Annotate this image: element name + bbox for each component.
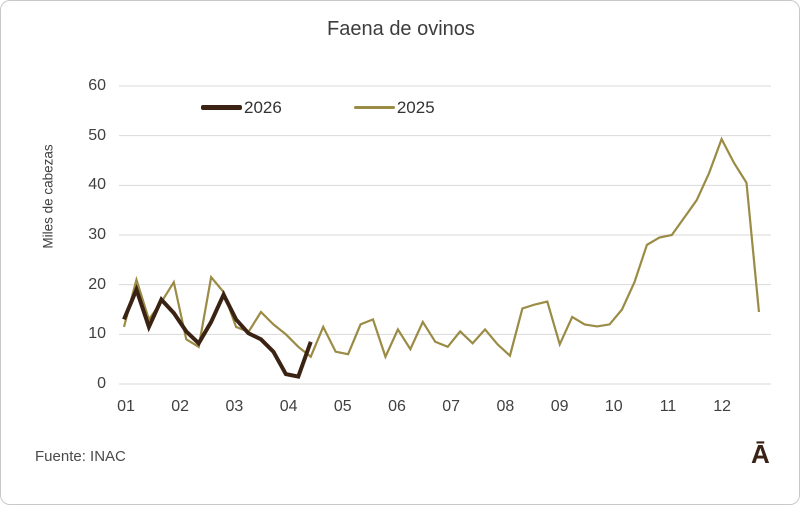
legend-label-2025: 2025 bbox=[396, 98, 435, 117]
legend-item-2025: 2025 bbox=[353, 98, 435, 117]
legend-swatch-2025-line bbox=[353, 106, 395, 109]
series-line-2025 bbox=[122, 136, 761, 360]
series-line-2026 bbox=[122, 283, 313, 379]
legend-label-2026: 2026 bbox=[244, 98, 282, 117]
legend-item-2026: 2026 bbox=[201, 99, 282, 116]
chart-title: Faena de ovinos bbox=[327, 18, 475, 40]
watermark-letter: Ā bbox=[751, 439, 770, 469]
source-note: Fuente: INAC bbox=[35, 448, 126, 465]
legend: 2026 2025 bbox=[201, 99, 435, 116]
legend-swatch-2026-line bbox=[201, 105, 242, 110]
